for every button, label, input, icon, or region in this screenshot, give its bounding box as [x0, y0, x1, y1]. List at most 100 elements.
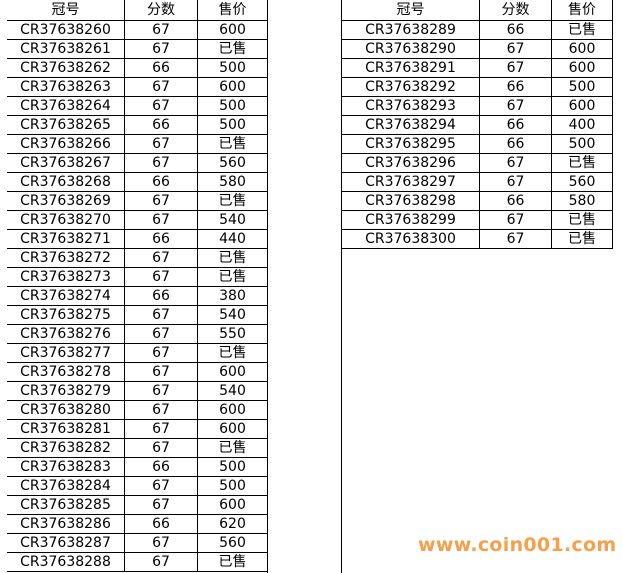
table-cell: 500	[198, 116, 268, 135]
table-cell: 已售	[198, 553, 268, 572]
table-cell: 已售	[198, 249, 268, 268]
table-cell: 已售	[552, 230, 613, 249]
table-cell: 380	[198, 287, 268, 306]
table-cell: 67	[125, 363, 198, 382]
table-cell: CR37638299	[342, 211, 480, 230]
table-cell: 600	[198, 78, 268, 97]
table-cell: CR37638277	[7, 344, 125, 363]
table-cell: 67	[125, 401, 198, 420]
table-cell: CR37638289	[342, 21, 480, 40]
table-cell: 500	[552, 78, 613, 97]
table-cell: 66	[480, 192, 552, 211]
table-cell: 67	[125, 154, 198, 173]
table-cell: CR37638291	[342, 59, 480, 78]
table-cell: 500	[198, 477, 268, 496]
table-cell: 540	[198, 382, 268, 401]
table-cell: 600	[198, 496, 268, 515]
table-cell: 400	[552, 116, 613, 135]
table-cell: CR37638264	[7, 97, 125, 116]
table-cell: CR37638263	[7, 78, 125, 97]
table-cell: 已售	[198, 135, 268, 154]
table-cell: 550	[198, 325, 268, 344]
table-cell: CR37638286	[7, 515, 125, 534]
table-cell: 600	[552, 59, 613, 78]
table-cell: 67	[480, 97, 552, 116]
table-cell: CR37638293	[342, 97, 480, 116]
table-cell: 600	[552, 97, 613, 116]
table-cell: 67	[125, 382, 198, 401]
table-cell: 67	[125, 325, 198, 344]
table-cell: 66	[125, 515, 198, 534]
table-cell: CR37638261	[7, 40, 125, 59]
table-cell: CR37638262	[7, 59, 125, 78]
table-cell: CR37638276	[7, 325, 125, 344]
header-cell: 分数	[125, 0, 198, 21]
table-cell: CR37638285	[7, 496, 125, 515]
table-cell: CR37638282	[7, 439, 125, 458]
table-cell: 67	[125, 192, 198, 211]
table-cell: 67	[125, 249, 198, 268]
table-cell: CR37638269	[7, 192, 125, 211]
table-cell: 67	[125, 268, 198, 287]
table-cell: CR37638281	[7, 420, 125, 439]
header-cell: 售价	[198, 0, 268, 21]
table-cell: 66	[125, 230, 198, 249]
table-cell: 67	[125, 97, 198, 116]
table-cell: 500	[198, 59, 268, 78]
table-cell: 67	[125, 40, 198, 59]
table-cell: CR37638271	[7, 230, 125, 249]
table-cell: 620	[198, 515, 268, 534]
table-cell: CR37638268	[7, 173, 125, 192]
table-cell: 440	[198, 230, 268, 249]
table-cell: 67	[125, 477, 198, 496]
table-cell: 66	[125, 116, 198, 135]
table-cell: 540	[198, 211, 268, 230]
table-cell: 560	[198, 534, 268, 553]
table-cell: 66	[125, 458, 198, 477]
table-cell: CR37638290	[342, 40, 480, 59]
table-cell: 500	[198, 458, 268, 477]
table-cell: 已售	[552, 154, 613, 173]
table-cell: CR37638278	[7, 363, 125, 382]
table-cell: 560	[198, 154, 268, 173]
table-cell: CR37638267	[7, 154, 125, 173]
table-cell: CR37638272	[7, 249, 125, 268]
table-cell: CR37638270	[7, 211, 125, 230]
table-cell: 67	[125, 211, 198, 230]
table-cell: 500	[198, 97, 268, 116]
table-cell: 66	[480, 135, 552, 154]
table-cell: 66	[480, 21, 552, 40]
table-cell: 67	[125, 439, 198, 458]
table-cell: 66	[480, 116, 552, 135]
header-cell: 冠号	[7, 0, 125, 21]
table-cell: 67	[125, 306, 198, 325]
table-cell: 67	[125, 78, 198, 97]
table-cell: 67	[125, 344, 198, 363]
table-cell: 600	[552, 40, 613, 59]
table-cell: 67	[125, 534, 198, 553]
table-cell: CR37638260	[7, 21, 125, 40]
table-cell: 540	[198, 306, 268, 325]
table-cell: 已售	[198, 40, 268, 59]
header-cell: 冠号	[342, 0, 480, 21]
table-cell: 67	[480, 154, 552, 173]
table-cell: CR37638280	[7, 401, 125, 420]
table-cell: CR37638275	[7, 306, 125, 325]
table-cell: 500	[552, 135, 613, 154]
header-cell: 分数	[480, 0, 552, 21]
table-cell: CR37638279	[7, 382, 125, 401]
table-cell: CR37638295	[342, 135, 480, 154]
table-cell: CR37638283	[7, 458, 125, 477]
table-cell: 66	[480, 78, 552, 97]
table-cell: 67	[125, 135, 198, 154]
table-cell: CR37638297	[342, 173, 480, 192]
table-cell: 67	[480, 173, 552, 192]
table-cell: 600	[198, 420, 268, 439]
table-cell: 66	[125, 59, 198, 78]
table-cell: CR37638300	[342, 230, 480, 249]
table-cell: 580	[198, 173, 268, 192]
table-cell: 560	[552, 173, 613, 192]
table-cell: CR37638265	[7, 116, 125, 135]
table-cell: 已售	[198, 439, 268, 458]
